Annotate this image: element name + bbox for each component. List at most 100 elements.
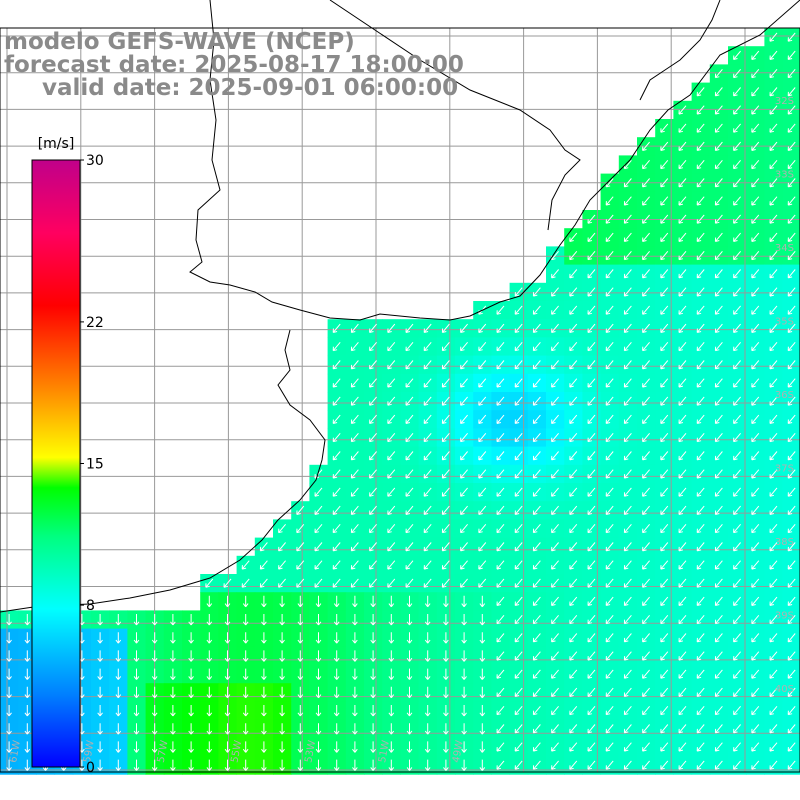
wind-arrow (461, 650, 467, 662)
wind-arrow (678, 596, 687, 606)
wind-arrow (352, 759, 358, 771)
wind-arrow (279, 614, 285, 626)
wind-arrow (297, 686, 304, 699)
wind-arrow (787, 705, 796, 716)
wind-arrow (623, 578, 632, 588)
wind-arrow (460, 360, 468, 370)
wind-arrow (406, 741, 413, 753)
wind-arrow (370, 723, 376, 735)
wind-arrow (733, 469, 741, 479)
wind-arrow (352, 595, 358, 608)
wind-arrow (769, 760, 778, 770)
wind-arrow (405, 360, 414, 370)
wind-arrow (678, 341, 687, 352)
wind-arrow (751, 432, 760, 443)
wind-arrow (388, 668, 395, 680)
wind-arrow (188, 650, 194, 662)
wind-arrow (587, 614, 596, 625)
wind-arrow (496, 669, 505, 679)
wind-arrow (678, 451, 687, 461)
wind-arrow (733, 760, 741, 770)
wind-arrow (587, 214, 596, 224)
wind-arrow (660, 269, 669, 279)
wind-arrow (769, 523, 778, 534)
wind-arrow (587, 596, 596, 606)
wind-arrow (6, 741, 12, 753)
wind-arrow (623, 432, 632, 443)
wind-arrow (333, 759, 340, 771)
wind-arrow (133, 668, 140, 680)
wind-arrow (787, 578, 796, 588)
wind-arrow (751, 487, 760, 497)
wind-arrow (133, 705, 140, 717)
wind-arrow (678, 178, 687, 188)
wind-arrow (423, 414, 432, 424)
wind-arrow (660, 469, 669, 479)
wind-arrow (587, 687, 596, 697)
wind-arrow (242, 741, 249, 753)
wind-arrow (332, 505, 341, 515)
wind-arrow (678, 687, 687, 697)
wind-arrow (787, 305, 796, 315)
wind-arrow (660, 232, 669, 242)
wind-arrow (714, 141, 723, 151)
wind-arrow (259, 578, 268, 588)
wind-arrow (733, 724, 741, 734)
wind-arrow (623, 560, 632, 570)
wind-arrow (714, 341, 723, 352)
wind-arrow (769, 196, 778, 206)
wind-arrow (642, 596, 650, 606)
wind-arrow (551, 360, 559, 370)
wind-arrow (514, 305, 523, 315)
wind-arrow (496, 378, 505, 388)
wind-arrow (6, 705, 12, 717)
wind-arrow (714, 105, 723, 115)
wind-arrow (569, 633, 578, 643)
wind-arrow (296, 578, 305, 588)
wind-arrow (787, 68, 796, 79)
wind-arrow (787, 669, 796, 679)
wind-arrow (551, 578, 559, 588)
wind-arrow (133, 686, 140, 699)
wind-arrow (733, 414, 741, 424)
wind-arrow (605, 760, 614, 770)
wind-arrow (642, 178, 650, 188)
wind-arrow (133, 741, 140, 753)
wind-arrow (115, 723, 122, 735)
wind-arrow (224, 650, 231, 662)
wind-arrow (605, 250, 614, 261)
wind-arrow (587, 523, 596, 534)
wind-arrow (714, 196, 723, 206)
wind-arrow (188, 741, 194, 753)
wind-arrow (660, 542, 669, 552)
wind-arrow (350, 432, 359, 443)
wind-arrow (733, 432, 741, 443)
wind-arrow (769, 87, 778, 97)
wind-arrow (478, 378, 487, 388)
wind-arrow (532, 633, 541, 643)
wind-arrow (696, 360, 705, 370)
wind-arrow (514, 560, 523, 570)
colorbar-unit: [m/s] (38, 136, 75, 152)
wind-arrow (387, 360, 396, 370)
wind-arrow (333, 723, 340, 735)
wind-arrow (206, 705, 213, 717)
wind-arrow (605, 469, 614, 479)
wind-arrow (333, 650, 340, 662)
wind-arrow (441, 432, 450, 443)
wind-arrow (587, 414, 596, 424)
wind-arrow (352, 741, 358, 753)
wind-arrow (424, 759, 431, 771)
wind-arrow (514, 705, 523, 716)
wind-arrow (569, 614, 578, 625)
wind-arrow (587, 341, 596, 352)
wind-arrow (787, 287, 796, 297)
wind-arrow (279, 668, 285, 680)
wind-speed-field (0, 28, 800, 775)
valid-date: valid date: 2025-09-01 06:00:00 (42, 75, 459, 101)
wind-arrow (569, 542, 578, 552)
wind-arrow (496, 323, 505, 333)
wind-arrow (714, 760, 723, 770)
wind-arrow (496, 614, 505, 625)
map-frame (0, 27, 800, 773)
